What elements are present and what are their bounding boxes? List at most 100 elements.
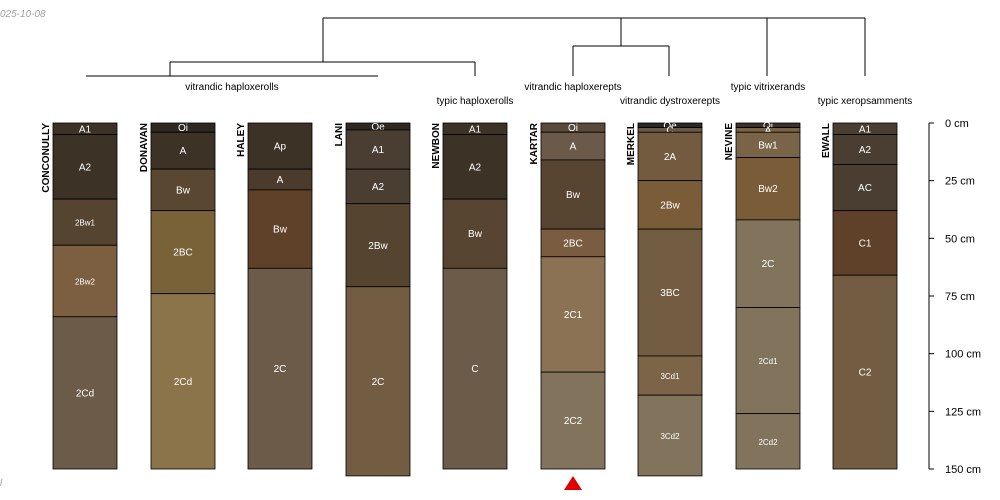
- horizon-rect: [52, 134, 118, 200]
- horizon-label: 2Bw: [660, 200, 680, 211]
- horizon-rect: [52, 244, 118, 318]
- taxon-label: typic vitrixerands: [731, 82, 805, 93]
- horizon-label: 2BC: [173, 248, 192, 259]
- profile-conconully: A1 A2 2Bw1 2Bw2 2Cd CONCONULLY: [41, 122, 118, 470]
- profile-name-label: LANI: [334, 123, 345, 147]
- corner-mark: l: [0, 478, 3, 489]
- horizon-label: A2: [859, 145, 872, 156]
- depth-tick-label: 150 cm: [945, 464, 981, 476]
- horizon-label: 2Bw1: [75, 219, 96, 228]
- horizon-rect: [150, 210, 216, 295]
- taxon-label: typic xeropsamments: [818, 96, 912, 107]
- profile-name-label: NEWBON: [431, 123, 442, 169]
- horizon-rect: [345, 129, 411, 170]
- horizon-label: Bw: [468, 229, 483, 240]
- horizon-label: 2Cd: [174, 377, 192, 388]
- horizon-label: 2Bw: [368, 241, 388, 252]
- profile-newbon: A1 A2 Bw C NEWBON: [431, 122, 508, 470]
- horizon-label: C2: [859, 368, 872, 379]
- horizon-rect: [247, 122, 313, 170]
- profile-merkel: OeC 2A 2Bw 3BC 3Cd1 3Cd2 MERKEL: [626, 121, 703, 477]
- profile-name-label: MERKEL: [626, 123, 637, 165]
- horizon-label: 2A: [664, 152, 677, 163]
- depth-tick-label: 125 cm: [945, 406, 981, 418]
- horizon-label: Bw1: [758, 140, 778, 151]
- horizon-rect: [735, 219, 801, 308]
- horizon-label: 2Cd2: [758, 438, 778, 447]
- profile-name-label: KARTAR: [529, 122, 540, 164]
- horizon-label: 2C: [762, 259, 775, 270]
- horizon-rect: [832, 134, 898, 165]
- marker-layer: [564, 476, 582, 490]
- date-stamp: 025-10-08: [0, 9, 46, 20]
- horizon-label: C: [666, 125, 673, 136]
- horizon-rect: [150, 293, 216, 470]
- horizon-rect: [345, 168, 411, 205]
- horizon-rect: [150, 168, 216, 212]
- horizon-label: Oi: [763, 121, 773, 132]
- horizon-label: A: [277, 175, 284, 186]
- horizon-rect: [540, 371, 606, 470]
- horizon-label: Oi: [568, 123, 578, 134]
- horizon-label: Oe: [663, 121, 677, 132]
- horizon-label: A1: [372, 145, 385, 156]
- horizon-rect: [637, 394, 703, 477]
- horizon-rect: [442, 134, 508, 200]
- depth-tick-label: 0 cm: [945, 118, 969, 130]
- profile-name-label: EWALL: [821, 123, 832, 158]
- triangle-marker-icon: [564, 476, 582, 490]
- horizon-label: Bw2: [758, 184, 778, 195]
- horizon-label: 2BC: [563, 238, 582, 249]
- horizon-rect: [540, 228, 606, 258]
- profile-name-label: NEVINE: [724, 123, 735, 161]
- horizon-label: Bw: [273, 225, 288, 236]
- horizon-label: 3BC: [660, 288, 679, 299]
- horizon-rect: [247, 267, 313, 470]
- horizon-label: A1: [859, 124, 872, 135]
- horizon-label: A2: [372, 182, 385, 193]
- horizon-rect: [832, 274, 898, 470]
- horizon-rect: [735, 413, 801, 470]
- profile-haley: Ap A Bw 2C HALEY: [236, 122, 313, 470]
- depth-tick-label: 100 cm: [945, 349, 981, 361]
- horizon-label: 2C1: [564, 310, 583, 321]
- horizon-label: 3Cd1: [660, 372, 680, 381]
- profile-kartar: Oi A Bw 2BC 2C1 2C2 KARTAR: [529, 122, 606, 470]
- horizon-rect: [637, 131, 703, 182]
- profile-name-label: HALEY: [236, 123, 247, 157]
- horizon-label: C: [471, 364, 478, 375]
- horizon-rect: [52, 316, 118, 470]
- horizon-label: 2Cd: [76, 388, 94, 399]
- horizon-label: Oe: [371, 122, 385, 133]
- horizon-label: 2C: [274, 364, 287, 375]
- horizon-rect: [832, 210, 898, 276]
- taxon-label: vitrandic haploxerepts: [524, 82, 621, 93]
- taxon-label: typic haploxerolls: [437, 96, 514, 107]
- horizon-label: A1: [469, 124, 482, 135]
- horizon-label: Ap: [274, 142, 287, 153]
- horizon-label: A2: [79, 162, 92, 173]
- profile-name-label: DONAVAN: [139, 123, 150, 172]
- horizon-label: 2C: [372, 377, 385, 388]
- profile-lani: Oe A1 A2 2Bw 2C LANI: [334, 122, 411, 477]
- depth-tick-label: 75 cm: [945, 291, 975, 303]
- horizon-label: C1: [859, 238, 872, 249]
- horizon-rect: [442, 198, 508, 269]
- horizon-rect: [540, 131, 606, 161]
- horizon-label: 3Cd2: [660, 432, 680, 441]
- depth-axis: 0 cm 25 cm 50 cm 75 cm 100 cm 125 cm 150 cm: [928, 118, 981, 476]
- horizon-label: A: [765, 125, 772, 136]
- profile-name-label: CONCONULLY: [41, 123, 52, 193]
- taxon-label: vitrandic haploxerolls: [185, 82, 278, 93]
- horizon-label: 2Cd1: [758, 357, 778, 366]
- horizon-rect: [735, 157, 801, 221]
- dendrogram: [86, 17, 866, 77]
- taxon-label: vitrandic dystroxerepts: [620, 96, 720, 107]
- profile-donavan: Oi A Bw 2BC 2Cd DONAVAN: [139, 122, 216, 470]
- horizon-label: A1: [79, 124, 92, 135]
- horizon-label: Bw: [566, 190, 581, 201]
- horizon-label: A2: [469, 162, 482, 173]
